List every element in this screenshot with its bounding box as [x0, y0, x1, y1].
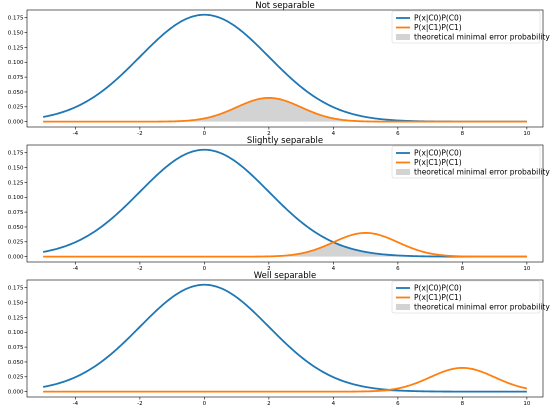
- legend-box: [391, 145, 541, 179]
- error-area-fill: [43, 97, 527, 122]
- y-tick-label: 0.025: [8, 240, 24, 246]
- y-tick-label: 0.050: [8, 225, 24, 231]
- y-tick-label: 0.150: [8, 165, 24, 171]
- subplot-1: Not separable -4 -2 0 2 4 6 8 10 0.000 0.025 0.050 0…: [8, 1, 550, 137]
- y-tick-label: 0.175: [8, 16, 24, 22]
- y-tick-label: 0.075: [8, 345, 24, 351]
- axes-frame: [26, 144, 544, 263]
- y-tick-label: 0.050: [8, 360, 24, 366]
- error-area-fill: [43, 242, 527, 257]
- y-tick-label: 0.000: [8, 255, 24, 261]
- axes-frame: [26, 279, 544, 398]
- x-tick-label: 0: [203, 266, 207, 272]
- subplot-2: Slightly separable -4 -2 0 2 4 6 8 10 0.000 0.025 0…: [8, 136, 550, 272]
- legend-entry-c1-label: P(x|C1)P(C1): [414, 158, 462, 167]
- legend-box: [391, 280, 541, 314]
- x-tick-label: 4: [332, 266, 336, 272]
- series-line-c1: [43, 96, 527, 123]
- series-line-c0: [42, 148, 527, 258]
- y-tick-label: 0.125: [8, 180, 24, 186]
- x-tick-label: 10: [523, 266, 530, 272]
- legend-entry-error-label: theoretical minimal error probability: [414, 168, 550, 177]
- y-tick-label: 0.125: [8, 45, 24, 51]
- legend-entry-c1-label: P(x|C1)P(C1): [414, 23, 462, 32]
- x-tick-label: 2: [267, 266, 271, 272]
- y-tick-label: 0.150: [8, 300, 24, 306]
- y-tick-label: 0.000: [8, 390, 24, 396]
- y-tick-label: 0.125: [8, 315, 24, 321]
- y-tick-label: 0.075: [8, 75, 24, 81]
- y-tick-label: 0.175: [8, 151, 24, 157]
- x-tick-label: -2: [137, 401, 142, 406]
- x-tick-label: 8: [461, 401, 465, 406]
- legend-entry-c0-label: P(x|C0)P(C0): [414, 149, 462, 158]
- x-tick-label: 10: [523, 401, 530, 406]
- x-tick-label: 6: [396, 266, 400, 272]
- legend-entry-error-label: theoretical minimal error probability: [414, 33, 550, 42]
- axes-frame: [26, 9, 544, 128]
- x-tick-label: 8: [461, 266, 465, 272]
- series-line-c1: [43, 231, 527, 258]
- y-tick-label: 0.150: [8, 30, 24, 36]
- legend-entry-error-swatch: [396, 169, 410, 175]
- legend-entry-error-label: theoretical minimal error probability: [414, 303, 550, 312]
- x-tick-label: -4: [73, 266, 79, 272]
- legend-entry-c0-label: P(x|C0)P(C0): [414, 284, 462, 293]
- x-tick-label: -2: [137, 131, 142, 137]
- y-tick-label: 0.175: [8, 286, 24, 292]
- x-tick-label: 4: [332, 131, 336, 137]
- x-tick-label: -2: [137, 266, 142, 272]
- x-tick-label: 0: [203, 131, 207, 137]
- x-tick-label: -4: [73, 401, 79, 406]
- x-tick-label: 2: [267, 131, 271, 137]
- legend-entry-c1-label: P(x|C1)P(C1): [414, 293, 462, 302]
- x-tick-label: 8: [461, 131, 465, 137]
- subplot-title: Not separable: [255, 1, 315, 11]
- legend-entry-c0-label: P(x|C0)P(C0): [414, 14, 462, 23]
- x-tick-label: 0: [203, 401, 207, 406]
- legend-entry-error-swatch: [396, 34, 410, 40]
- x-tick-label: 10: [523, 131, 530, 137]
- x-tick-label: 6: [396, 131, 400, 137]
- legend-entry-error-swatch: [396, 304, 410, 310]
- y-tick-label: 0.100: [8, 60, 24, 66]
- x-tick-label: -4: [73, 131, 79, 137]
- subplot-title: Well separable: [254, 271, 317, 281]
- subplot-title: Slightly separable: [247, 136, 323, 146]
- series-line-c1: [43, 366, 528, 393]
- y-tick-label: 0.025: [8, 105, 24, 111]
- x-tick-label: 6: [396, 401, 400, 406]
- x-tick-label: 4: [332, 401, 336, 406]
- y-tick-label: 0.000: [8, 120, 24, 126]
- legend-box: [391, 10, 541, 44]
- y-tick-label: 0.100: [8, 195, 24, 201]
- y-tick-label: 0.050: [8, 90, 24, 96]
- y-tick-label: 0.100: [8, 330, 24, 336]
- series-line-c0: [42, 283, 527, 393]
- y-tick-label: 0.075: [8, 210, 24, 216]
- x-tick-label: 2: [267, 401, 271, 406]
- y-tick-label: 0.025: [8, 375, 24, 381]
- subplot-3: Well separable -4 -2 0 2 4 6 8 10 0.000 0.025 0.050…: [8, 271, 550, 406]
